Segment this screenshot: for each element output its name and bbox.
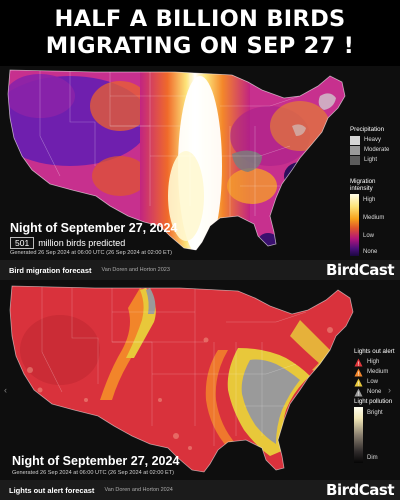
migration-footer-title: Bird migration forecast: [9, 265, 92, 275]
next-map-button[interactable]: ›: [388, 385, 391, 395]
headline-line-1: HALF A BILLION BIRDS: [54, 6, 346, 32]
precip-moderate-swatch: [350, 145, 360, 155]
light-pollution-legend: Light pollution Bright Dim: [354, 398, 398, 463]
intensity-color-ramp: [350, 194, 359, 256]
lights-out-footer-title: Lights out alert forecast: [9, 485, 95, 495]
intensity-medium-label: Medium: [363, 215, 385, 221]
lights-out-footer-credit: Van Doren and Horton 2024: [104, 487, 173, 493]
migration-intensity-field: [8, 70, 345, 250]
intensity-low-label: Low: [363, 233, 375, 239]
state-borders-2: [41, 286, 307, 446]
alert-medium-label: Medium: [367, 368, 389, 375]
headline: HALF A BILLION BIRDS MIGRATING ON SEP 27…: [0, 0, 400, 66]
lights-out-panel: ‹ › Lights out alert ! High ! Medium ! L…: [0, 280, 400, 500]
migration-intensity-map: [0, 66, 400, 260]
birds-count-value: 501: [10, 237, 35, 249]
alert-high-label: High: [367, 358, 380, 365]
precip-heavy-swatch: [350, 135, 360, 145]
alert-none-label: None: [367, 388, 382, 395]
lights-out-night-title: Night of September 27, 2024: [12, 454, 180, 468]
migration-night-title: Night of September 27, 2024: [10, 221, 178, 235]
precipitation-legend: Precipitation Heavy Moderate Light: [350, 126, 389, 165]
migration-footer: Bird migration forecast Van Doren and Ho…: [0, 260, 400, 280]
lights-out-generated-text: Generated 26 Sep 2024 at 06:00 UTC (26 S…: [12, 470, 175, 476]
svg-text:!: !: [358, 372, 360, 377]
precip-legend-title: Precipitation: [350, 126, 385, 133]
alert-none-item: ! None: [354, 387, 395, 397]
birdcast-logo-2[interactable]: BirdCast: [326, 481, 394, 499]
precip-heavy-label: Heavy: [364, 136, 382, 143]
prev-map-button[interactable]: ‹: [4, 385, 7, 395]
pollution-bright-label: Bright: [367, 410, 383, 416]
lights-out-alert-legend: Lights out alert ! High ! Medium ! Low !…: [354, 348, 395, 397]
lights-out-map: [0, 280, 400, 480]
alert-medium-item: ! Medium: [354, 367, 395, 377]
state-borders: [39, 70, 301, 226]
alert-legend-title: Lights out alert: [354, 348, 395, 355]
birds-predicted-row: 501 million birds predicted: [10, 237, 125, 249]
alert-medium-icon: !: [354, 368, 363, 377]
alert-high-icon: !: [354, 358, 363, 367]
city-lights: [27, 327, 333, 450]
pollution-legend-title: Light pollution: [354, 398, 393, 405]
svg-text:!: !: [358, 362, 360, 367]
migration-intensity-legend: Migration intensity High Medium Low None: [350, 178, 398, 256]
precip-light-item: Light: [350, 155, 389, 165]
intensity-legend-title: Migration intensity: [350, 178, 376, 192]
alert-low-icon: !: [354, 378, 363, 387]
us-outline-2: [9, 285, 354, 473]
precip-light-label: Light: [364, 156, 378, 163]
us-outline: [7, 69, 346, 251]
migration-forecast-panel: Precipitation Heavy Moderate Light Migra…: [0, 66, 400, 280]
migration-generated-text: Generated 26 Sep 2024 at 06:00 UTC (26 S…: [10, 250, 173, 256]
svg-text:!: !: [358, 382, 360, 387]
pollution-color-ramp: [354, 407, 363, 463]
precip-light-swatch: [350, 155, 360, 165]
birdcast-logo[interactable]: BirdCast: [326, 261, 394, 279]
alert-none-icon: !: [354, 388, 363, 397]
svg-text:!: !: [358, 392, 360, 397]
alert-high-item: ! High: [354, 357, 395, 367]
alert-low-item: ! Low: [354, 377, 395, 387]
headline-line-2: MIGRATING ON SEP 27 !: [45, 33, 355, 59]
intensity-high-label: High: [363, 197, 376, 203]
intensity-none-label: None: [363, 249, 378, 255]
alert-low-label: Low: [367, 378, 379, 385]
lights-out-footer: Lights out alert forecast Van Doren and …: [0, 480, 400, 500]
pollution-dim-label: Dim: [367, 455, 378, 461]
chevron-left-icon: ‹: [4, 385, 7, 395]
chevron-right-icon: ›: [388, 385, 391, 395]
precip-moderate-item: Moderate: [350, 145, 389, 155]
precip-heavy-item: Heavy: [350, 135, 389, 145]
birds-count-label: million birds predicted: [38, 238, 126, 248]
precip-moderate-label: Moderate: [364, 146, 390, 153]
migration-footer-credit: Van Doren and Horton 2023: [101, 267, 170, 273]
